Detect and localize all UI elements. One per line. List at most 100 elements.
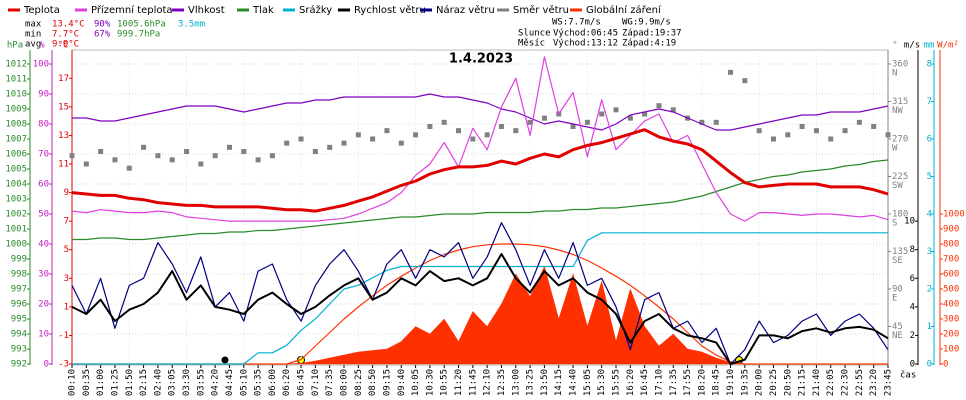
point	[642, 111, 648, 117]
y-tick-label: 1005	[5, 165, 27, 175]
y-tick-label: 60	[38, 180, 49, 190]
x-tick-label: 16:45	[640, 369, 650, 396]
y-tick-label: 900	[943, 225, 959, 235]
x-tick-label: 19:35	[740, 369, 750, 396]
y-tick-label: 6	[910, 274, 915, 284]
compass-label: S	[892, 219, 897, 229]
x-tick-label: 14:40	[569, 369, 579, 396]
point	[413, 132, 419, 138]
y-tick-label: 993	[11, 345, 27, 355]
compass-label: N	[892, 69, 897, 79]
x-tick-label: 00:35	[82, 369, 92, 396]
stat-value: 1005.6hPa	[117, 20, 166, 30]
point	[856, 119, 862, 125]
point	[541, 115, 547, 121]
y-tick-label: 90	[892, 285, 903, 295]
y-tick-label: 996	[11, 300, 27, 310]
wind-stat: WG:9.9m/s	[622, 18, 671, 28]
x-tick-label: 01:25	[110, 369, 120, 396]
point	[627, 115, 633, 121]
point	[570, 124, 576, 129]
y-tick-label: 0	[943, 360, 948, 370]
x-axis-label: čas	[900, 370, 916, 381]
x-tick-label: 10:05	[411, 369, 421, 396]
y-tick-label: 3	[64, 274, 69, 284]
point	[141, 144, 147, 150]
line	[72, 93, 889, 131]
point	[384, 128, 390, 134]
y-tick-label: -3	[58, 360, 69, 370]
y-tick-label: 999	[11, 255, 27, 265]
point	[155, 153, 161, 159]
legend-label: Rychlost větru	[354, 4, 426, 16]
moon-info: Západ:4:19	[622, 39, 676, 49]
y-tick-label: 998	[11, 270, 27, 280]
chart-title: 1.4.2023	[449, 52, 513, 67]
y-tick-label: 50	[38, 210, 49, 220]
y-tick-label: 180	[892, 210, 908, 220]
y-tick-label: 5	[64, 245, 69, 255]
compass-label: NE	[892, 331, 903, 341]
stat-value: 13.4°C	[52, 20, 85, 30]
point	[785, 132, 791, 138]
legend-label: Tlak	[252, 5, 274, 16]
x-tick-label: 17:10	[654, 369, 664, 396]
y-tick-label: 135	[892, 247, 908, 257]
x-tick-label: 05:10	[239, 369, 249, 396]
point	[756, 128, 762, 134]
point	[226, 144, 232, 150]
x-tick-label: 01:00	[96, 369, 106, 396]
moon-marker	[221, 356, 229, 364]
y-tick-label: 1007	[5, 135, 27, 145]
x-tick-label: 17:35	[669, 369, 679, 396]
x-tick-label: 12:35	[497, 369, 507, 396]
line	[71, 222, 889, 365]
y-tick-label: 994	[11, 330, 27, 340]
y-tick-label: 1	[64, 302, 69, 312]
x-tick-label: 04:20	[211, 369, 221, 396]
y-tick-label: 1000	[943, 210, 965, 220]
x-tick-label: 10:55	[440, 369, 450, 396]
y-tick-label: 1004	[5, 180, 27, 190]
y-axis-unit: %	[39, 41, 45, 51]
point	[341, 140, 347, 146]
legend-label: Vlhkost	[188, 5, 225, 16]
point	[298, 136, 304, 142]
point	[670, 107, 676, 113]
sun-info: Slunce	[518, 29, 551, 39]
point	[513, 128, 519, 134]
x-tick-label: 06:00	[268, 369, 278, 396]
x-tick-label: 13:50	[540, 369, 550, 396]
y-tick-label: 800	[943, 240, 959, 250]
stat-value: 7.7°C	[52, 30, 79, 40]
y-tick-label: 992	[11, 360, 27, 370]
point	[427, 124, 433, 129]
moon-info: Měsíc	[518, 39, 545, 49]
legend-label: Směr větru	[513, 4, 569, 16]
compass-label: NW	[892, 106, 903, 116]
y-tick-label: 997	[11, 285, 27, 295]
point	[699, 119, 705, 125]
x-tick-label: 17:55	[683, 369, 693, 396]
x-tick-label: 08:25	[354, 369, 364, 396]
x-tick-label: 09:40	[397, 369, 407, 396]
y-tick-label: 225	[892, 172, 908, 182]
x-tick-label: 22:30	[841, 369, 851, 396]
point	[69, 153, 75, 159]
point	[584, 119, 590, 125]
y-tick-label: 11	[58, 160, 69, 170]
y-tick-label: 360	[892, 60, 908, 70]
y-tick-label: 1006	[5, 150, 27, 160]
y-tick-label: 100	[943, 345, 959, 355]
point	[613, 107, 619, 113]
stat-value: 67%	[94, 30, 111, 40]
point	[885, 132, 891, 138]
y-tick-label: 1000	[5, 240, 27, 250]
y-axis-unit: °	[892, 41, 897, 51]
y-tick-label: 4	[927, 210, 932, 220]
plot-frame	[71, 49, 889, 366]
stat-value: max	[25, 20, 42, 30]
stat-value: 90%	[94, 20, 111, 30]
legend-label: Teplota	[23, 5, 60, 16]
